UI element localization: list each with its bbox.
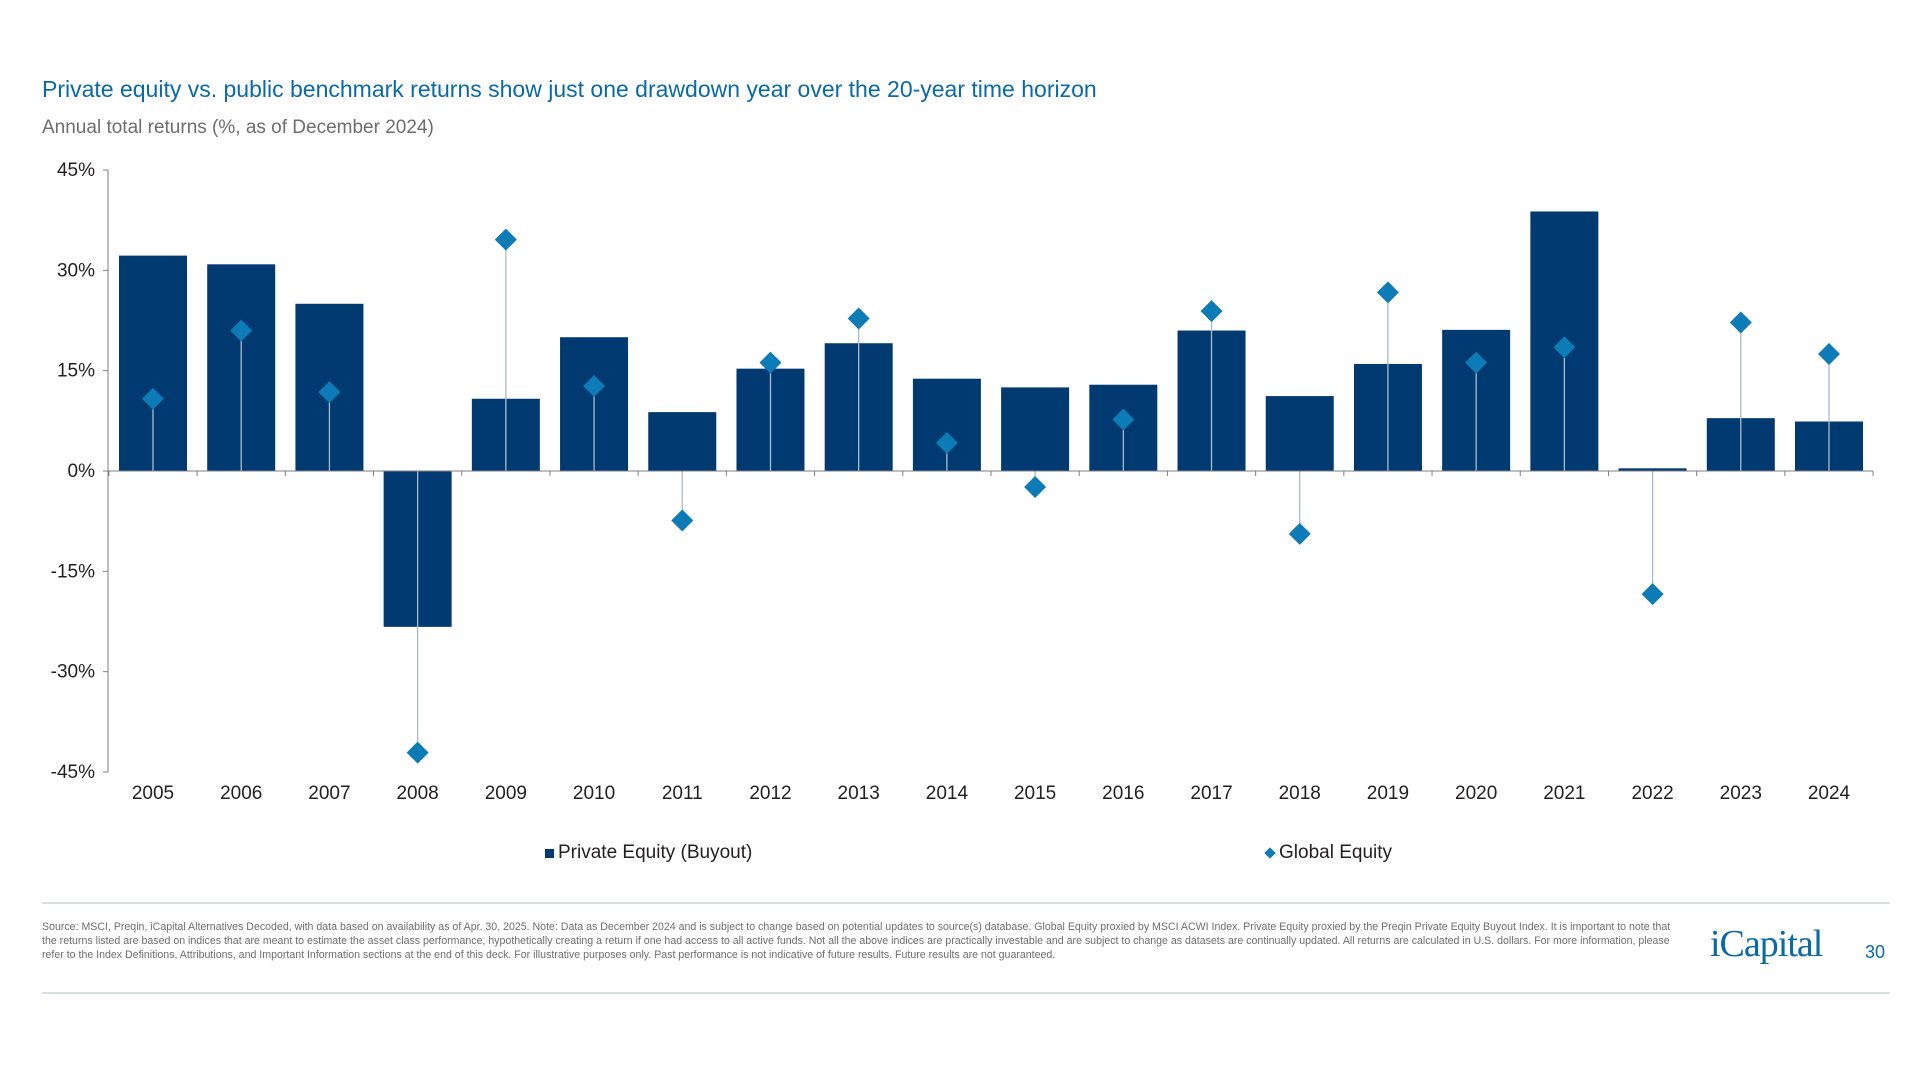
y-tick-label: -15%: [51, 561, 95, 582]
diamond-2007: [318, 381, 341, 404]
chart-subtitle: Annual total returns (%, as of December …: [42, 117, 434, 138]
diamond-2017: [1200, 300, 1223, 323]
x-tick-label: 2016: [1102, 783, 1144, 804]
bar-2015: [1001, 387, 1070, 471]
chart-title: Private equity vs. public benchmark retu…: [42, 76, 1097, 102]
bar-2022: [1618, 468, 1687, 471]
diamond-2006: [230, 319, 253, 342]
x-tick-label: 2005: [132, 783, 174, 804]
diamond-2014: [935, 431, 958, 454]
x-tick-label: 2018: [1279, 783, 1321, 804]
x-tick-label: 2022: [1631, 783, 1673, 804]
x-tick-label: 2013: [838, 783, 880, 804]
x-tick-label: 2015: [1014, 783, 1056, 804]
legend-label: Private Equity (Buyout): [558, 842, 753, 863]
diamond-2013: [847, 307, 870, 330]
divider: [42, 902, 1890, 904]
diamond-2008: [406, 741, 429, 764]
x-tick-label: 2012: [749, 783, 791, 804]
divider: [42, 992, 1890, 994]
y-tick-label: -30%: [51, 662, 95, 683]
x-tick-label: 2020: [1455, 783, 1497, 804]
diamond-2019: [1376, 281, 1399, 304]
diamond-2011: [671, 509, 694, 532]
legend-global-equity: Global Equity: [1264, 842, 1393, 864]
x-tick-label: 2014: [926, 783, 969, 804]
diamond-2022: [1641, 583, 1664, 606]
diamond-2012: [759, 351, 782, 374]
diamond-2015: [1024, 476, 1047, 499]
x-tick-label: 2009: [485, 783, 527, 804]
diamond-2005: [142, 387, 164, 410]
x-tick-label: 2011: [662, 783, 703, 804]
diamond-2023: [1729, 311, 1752, 334]
legend-square-icon: [545, 848, 554, 858]
x-tick-label: 2024: [1808, 783, 1851, 804]
x-tick-label: 2021: [1543, 783, 1585, 804]
diamond-2018: [1288, 522, 1311, 545]
diamond-2024: [1818, 342, 1840, 365]
diamond-2010: [583, 375, 606, 398]
x-tick-label: 2010: [573, 783, 615, 804]
bar-2018: [1265, 396, 1334, 471]
legend-private-equity: Private Equity (Buyout): [545, 842, 752, 864]
page-number: 30: [1865, 942, 1886, 962]
diamond-2020: [1465, 351, 1488, 374]
diamond-2009: [494, 228, 517, 251]
source-note: Source: MSCI, Preqin, iCapital Alternati…: [42, 921, 1671, 961]
y-tick-label: 45%: [57, 160, 95, 181]
legend-diamond-icon: [1264, 847, 1276, 859]
diamond-2021: [1553, 336, 1576, 359]
x-tick-label: 2017: [1190, 783, 1232, 804]
y-tick-label: 30%: [57, 260, 95, 281]
x-tick-label: 2008: [396, 783, 438, 804]
x-tick-label: 2023: [1720, 783, 1762, 804]
legend-label: Global Equity: [1279, 842, 1393, 863]
diamond-2016: [1112, 408, 1135, 431]
x-tick-label: 2006: [220, 783, 262, 804]
icapital-logo: iCapital: [1710, 923, 1823, 965]
y-tick-label: 0%: [68, 461, 96, 482]
y-tick-label: 15%: [57, 361, 95, 382]
x-tick-label: 2007: [308, 783, 350, 804]
y-tick-label: -45%: [51, 762, 95, 783]
x-tick-label: 2019: [1367, 783, 1409, 804]
bar-2011: [648, 412, 717, 471]
returns-chart: 45% 30% 15% 0% -15% -30% -45% 2005 2006 2007 2008 2…: [51, 160, 1874, 804]
